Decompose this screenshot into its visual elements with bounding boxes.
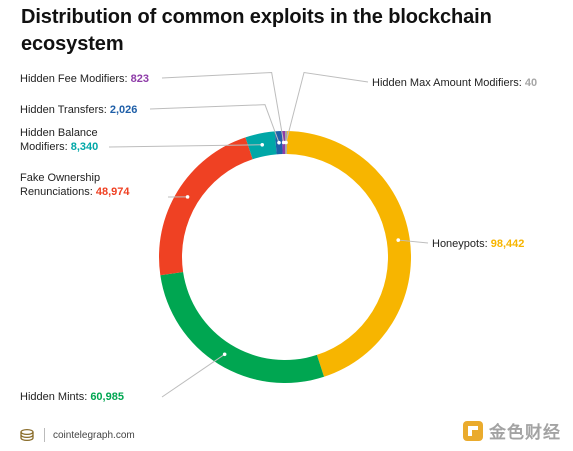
label-fake-ownership-renunciations: Fake Ownership Renunciations: 48,974	[20, 172, 130, 198]
value-hidden-fee-modifiers: 823	[131, 73, 149, 85]
label-hidden-max-amount-modifiers: Hidden Max Amount Modifiers: 40	[372, 77, 537, 89]
label-hidden-balance-modifiers: Hidden Balance Modifiers: 8,340	[20, 127, 98, 153]
slice-hidden-mints	[160, 271, 325, 383]
value-honeypots: 98,442	[491, 238, 525, 250]
label-hidden-fee-modifiers: Hidden Fee Modifiers: 823	[20, 73, 149, 85]
leader-line-hidden-transfers	[149, 104, 280, 143]
donut-slices	[159, 131, 412, 383]
footer: cointelegraph.com	[18, 424, 135, 446]
slice-honeypots	[286, 131, 412, 377]
label-hidden-mints: Hidden Mints: 60,985	[20, 391, 124, 403]
label-text-fake-ownership-renunciations: Fake Ownership	[20, 172, 100, 184]
value-hidden-max-amount-modifiers: 40	[525, 77, 537, 89]
label-text-hidden-balance-modifiers: Hidden Balance	[20, 127, 98, 139]
label-text-hidden-transfers: Hidden Transfers:	[20, 104, 110, 116]
leader-dot-hidden-transfers	[277, 140, 281, 145]
value-hidden-transfers: 2,026	[110, 104, 138, 116]
leader-dot-hidden-fee-modifiers	[281, 140, 286, 145]
leader-line-hidden-max-amount-modifiers	[285, 71, 369, 143]
label-text-fake-ownership-renunciations: Renunciations:	[20, 186, 96, 198]
leader-lines	[108, 71, 429, 398]
leader-dot-honeypots	[396, 238, 401, 242]
chart-title: Distribution of common exploits in the b…	[21, 6, 492, 55]
leader-line-honeypots	[398, 239, 429, 244]
leader-dot-hidden-mints	[222, 352, 227, 357]
label-text-hidden-max-amount-modifiers: Hidden Max Amount Modifiers:	[372, 77, 525, 89]
leader-dot-hidden-balance-modifiers	[260, 142, 265, 147]
leader-line-hidden-mints	[161, 353, 225, 398]
leader-line-hidden-fee-modifiers	[161, 71, 285, 143]
slice-fake-ownership-renunciations	[159, 137, 253, 276]
slice-labels: Hidden Max Amount Modifiers: 40 Honeypots…	[20, 73, 537, 403]
label-text-honeypots: Honeypots:	[432, 238, 491, 250]
label-text-hidden-mints: Hidden Mints:	[20, 391, 90, 403]
watermark: 金色财经	[462, 418, 561, 443]
watermark-text: 金色财经	[489, 423, 561, 443]
footer-divider	[44, 428, 45, 442]
label-text-hidden-fee-modifiers: Hidden Fee Modifiers:	[20, 73, 131, 85]
value-hidden-balance-modifiers: 8,340	[71, 141, 99, 153]
footer-site-link[interactable]: cointelegraph.com	[53, 429, 135, 441]
leader-line-hidden-balance-modifiers	[108, 144, 263, 148]
leader-dot-fake-ownership-renunciations	[185, 195, 190, 199]
value-fake-ownership-renunciations: 48,974	[96, 186, 131, 198]
label-text-hidden-balance-modifiers: Modifiers:	[20, 141, 71, 153]
cointelegraph-logo-icon	[20, 428, 34, 442]
jinse-logo-icon	[463, 420, 483, 441]
label-honeypots: Honeypots: 98,442	[432, 238, 524, 250]
value-hidden-mints: 60,985	[90, 391, 124, 403]
label-hidden-transfers: Hidden Transfers: 2,026	[20, 104, 137, 116]
